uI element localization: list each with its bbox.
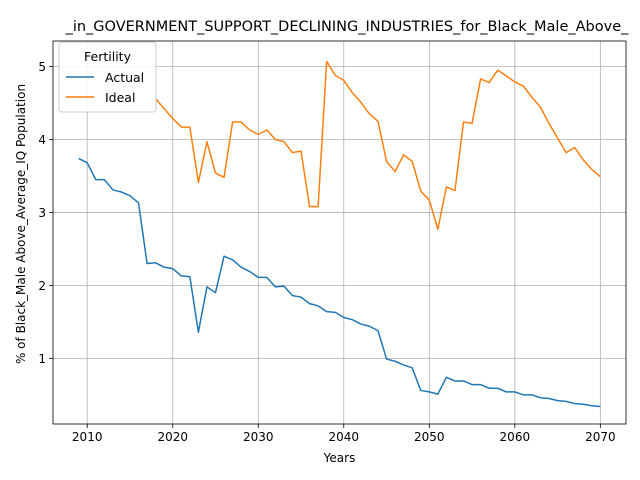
y-tick-label: 3	[38, 206, 46, 220]
y-tick-label: 5	[38, 60, 46, 74]
series-line-ideal	[155, 60, 601, 230]
x-tick-label: 2060	[500, 430, 531, 444]
y-tick-label: 1	[38, 352, 46, 366]
x-axis-label: Years	[323, 451, 356, 465]
x-tick-label: 2020	[157, 430, 188, 444]
legend-label-actual: Actual	[105, 70, 144, 85]
x-tick-label: 2050	[414, 430, 445, 444]
y-axis-label: % of Black_Male Above_Average_IQ Populat…	[14, 84, 28, 364]
x-tick-label: 2030	[243, 430, 274, 444]
series-layer	[78, 60, 601, 408]
x-tick-label: 2070	[585, 430, 616, 444]
x-axis: 2010 2020 2030 2040 2050 2060 2070	[72, 424, 616, 444]
y-axis: 1 2 3 4 5	[38, 60, 53, 366]
y-tick-label: 4	[38, 133, 46, 147]
x-tick-label: 2010	[72, 430, 103, 444]
x-tick-label: 2040	[329, 430, 360, 444]
legend-title: Fertility	[84, 49, 132, 64]
legend-label-ideal: Ideal	[105, 90, 135, 105]
legend-box	[58, 41, 157, 113]
chart-title: _in_GOVERNMENT_SUPPORT_DECLINING_INDUSTR…	[65, 19, 630, 35]
y-tick-label: 2	[38, 279, 46, 293]
series-line-actual	[78, 157, 601, 408]
legend: Fertility Actual Ideal	[58, 41, 157, 113]
plot-frame	[52, 40, 627, 425]
